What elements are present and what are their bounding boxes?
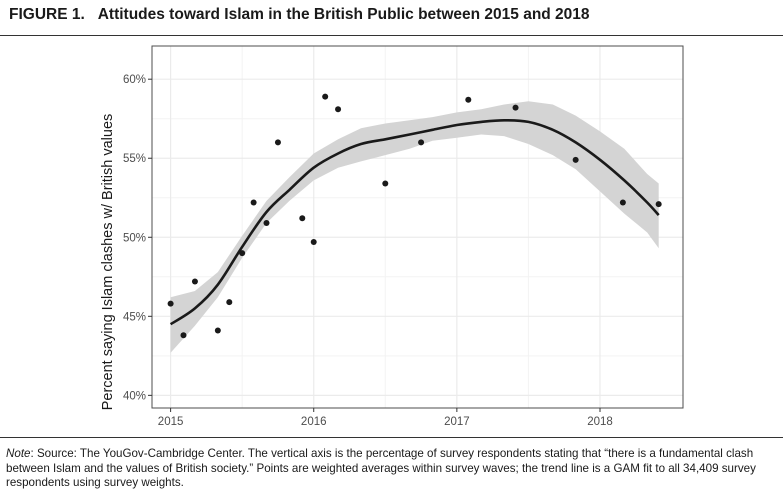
y-axis-label: Percent saying Islam clashes w/ British … — [100, 114, 116, 411]
data-point — [250, 199, 257, 206]
data-point — [299, 215, 306, 222]
y-tick-label: 50% — [123, 232, 146, 244]
y-tick-label: 40% — [123, 390, 146, 402]
figure-label: FIGURE 1. — [9, 6, 85, 23]
x-tick-label: 2018 — [587, 416, 613, 428]
data-point — [191, 278, 198, 285]
data-point — [572, 156, 579, 163]
y-axis: 40% 45% 50% 55% 60% — [123, 74, 152, 402]
bottom-rule — [0, 437, 783, 438]
y-tick-label: 55% — [123, 153, 146, 165]
data-points — [167, 93, 662, 339]
note-text: : Source: The YouGov-Cambridge Center. T… — [6, 447, 756, 490]
data-point — [322, 93, 329, 100]
x-axis: 2015 2016 2017 2018 — [158, 408, 613, 428]
data-point — [274, 139, 281, 146]
confidence-band — [170, 101, 659, 353]
data-point — [239, 250, 246, 257]
data-point — [263, 220, 270, 227]
chart: 40% 45% 50% 55% 60% 2015 2016 2017 2018 Percent… — [100, 45, 684, 428]
grid — [152, 46, 683, 408]
data-point — [310, 239, 317, 246]
y-tick-label: 45% — [123, 311, 146, 323]
x-tick-label: 2016 — [301, 416, 327, 428]
figure-title-text: Attitudes toward Islam in the British Pu… — [97, 6, 590, 23]
data-point — [382, 180, 389, 187]
y-tick-label: 60% — [123, 74, 146, 86]
data-point — [619, 199, 626, 206]
data-point — [180, 332, 187, 339]
figure-note: Note: Source: The YouGov-Cambridge Cente… — [6, 447, 781, 491]
data-point — [226, 299, 233, 306]
data-point — [214, 327, 221, 334]
data-point — [465, 96, 472, 103]
figure-title: FIGURE 1. Attitudes toward Islam in the … — [9, 6, 590, 24]
data-point — [655, 201, 662, 208]
data-point — [512, 104, 519, 111]
note-label: Note — [6, 447, 31, 460]
data-point — [167, 300, 174, 307]
x-tick-label: 2015 — [158, 416, 184, 428]
data-point — [418, 139, 425, 146]
top-rule — [0, 35, 783, 36]
trend-line — [169, 118, 660, 326]
data-point — [335, 106, 342, 113]
panel-border — [151, 45, 684, 409]
x-tick-label: 2017 — [444, 416, 470, 428]
